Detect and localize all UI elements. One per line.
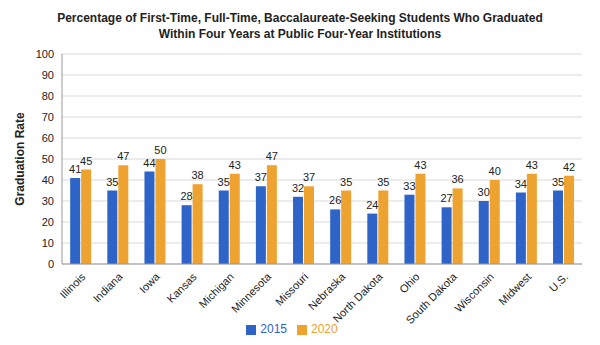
svg-text:Nebraska: Nebraska: [305, 270, 348, 313]
svg-text:37: 37: [303, 171, 315, 183]
svg-text:South Dakota: South Dakota: [403, 270, 459, 326]
svg-text:Midwest: Midwest: [496, 270, 533, 307]
svg-text:35: 35: [106, 176, 118, 188]
svg-text:43: 43: [414, 159, 426, 171]
svg-text:10: 10: [42, 237, 54, 249]
svg-text:Missouri: Missouri: [273, 270, 310, 307]
svg-text:20: 20: [42, 216, 54, 228]
svg-text:Kansas: Kansas: [164, 270, 199, 305]
svg-text:U.S.: U.S.: [547, 270, 571, 294]
svg-text:80: 80: [42, 90, 54, 102]
svg-text:Minnesota: Minnesota: [229, 270, 274, 315]
svg-text:24: 24: [366, 199, 378, 211]
svg-text:36: 36: [451, 173, 463, 185]
svg-text:50: 50: [154, 144, 166, 156]
svg-text:35: 35: [377, 176, 389, 188]
svg-text:100: 100: [36, 48, 54, 60]
svg-text:32: 32: [292, 182, 304, 194]
svg-text:44: 44: [143, 157, 155, 169]
svg-text:43: 43: [229, 159, 241, 171]
svg-text:60: 60: [42, 132, 54, 144]
svg-text:28: 28: [180, 190, 192, 202]
svg-text:50: 50: [42, 153, 54, 165]
svg-text:42: 42: [563, 161, 575, 173]
svg-text:33: 33: [403, 180, 415, 192]
svg-text:41: 41: [69, 162, 82, 175]
svg-text:Illinois: Illinois: [57, 270, 87, 300]
svg-text:27: 27: [440, 192, 452, 204]
svg-text:35: 35: [552, 176, 564, 188]
svg-text:North Dakota: North Dakota: [330, 270, 385, 325]
svg-text:45: 45: [80, 155, 92, 167]
svg-text:Graduation Rate: Graduation Rate: [13, 112, 27, 206]
svg-text:Michigan: Michigan: [196, 270, 237, 311]
svg-text:Ohio: Ohio: [397, 270, 422, 295]
svg-text:35: 35: [218, 176, 230, 188]
html-text:2020: 2020: [311, 322, 338, 336]
svg-text:38: 38: [191, 169, 203, 181]
svg-text:37: 37: [255, 171, 267, 183]
svg-text:47: 47: [266, 150, 278, 162]
svg-text:90: 90: [42, 69, 54, 81]
svg-text:40: 40: [42, 174, 54, 186]
svg-text:35: 35: [340, 176, 352, 188]
html-text:2015: 2015: [260, 322, 287, 336]
svg-text:30: 30: [42, 195, 54, 207]
svg-text:34: 34: [515, 178, 527, 190]
svg-text:47: 47: [117, 150, 129, 162]
svg-text:Indiana: Indiana: [91, 270, 126, 305]
svg-text:40: 40: [489, 165, 501, 177]
svg-text:30: 30: [478, 186, 490, 198]
html-text:Percentage of First-Time, Full: Percentage of First-Time, Full-Time, Bac…: [57, 11, 543, 41]
svg-text:43: 43: [526, 159, 538, 171]
svg-text:Iowa: Iowa: [137, 270, 163, 296]
svg-text:70: 70: [42, 111, 54, 123]
svg-text:Wisconsin: Wisconsin: [452, 270, 496, 314]
svg-text:0: 0: [48, 258, 54, 270]
svg-text:26: 26: [329, 194, 341, 206]
